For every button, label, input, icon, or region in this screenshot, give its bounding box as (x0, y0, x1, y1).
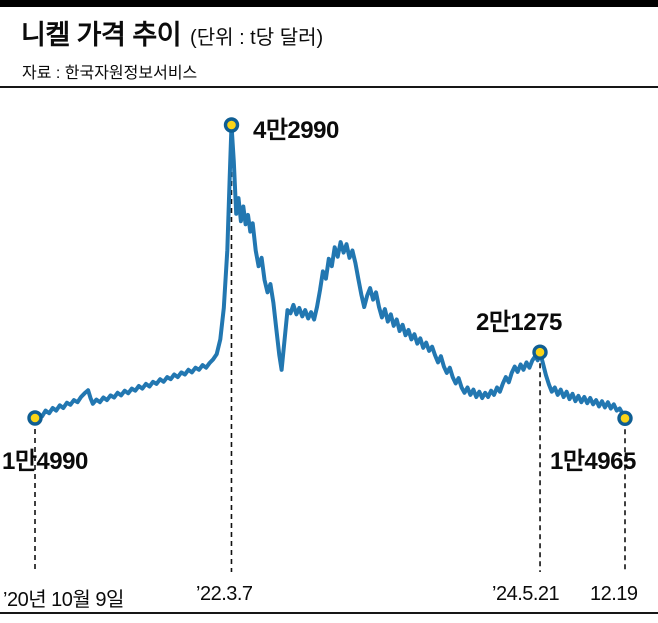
chart-unit-label: (단위 : t당 달러) (190, 27, 324, 49)
annotation-end-value: 1만4965 (550, 448, 636, 475)
data-point-marker (223, 117, 240, 133)
annotation-start-value: 1만4990 (2, 448, 88, 475)
data-point-marker (27, 410, 43, 426)
price-line (33, 123, 627, 421)
chart-title: 니켈 가격 추이 (21, 20, 182, 50)
data-point-marker (532, 344, 548, 360)
annotation-peak-value: 4만2990 (253, 117, 339, 144)
annotation-second-peak-value: 2만1275 (476, 309, 562, 336)
x-axis-label-second-peak: ’24.5.21 (492, 583, 560, 605)
x-axis-label-end: 12.19 (590, 583, 638, 605)
chart-source: 자료 : 한국자원정보서비스 (22, 65, 198, 82)
chart-header: 니켈 가격 추이 (단위 : t당 달러) (21, 13, 323, 52)
x-axis-label-start: ’20년 10월 9일 (3, 589, 124, 611)
top-accent-bar (0, 0, 658, 7)
data-point-marker (617, 410, 633, 426)
x-axis-label-peak: ’22.3.7 (196, 583, 253, 605)
footer-divider (0, 612, 658, 614)
header-divider (0, 86, 658, 88)
